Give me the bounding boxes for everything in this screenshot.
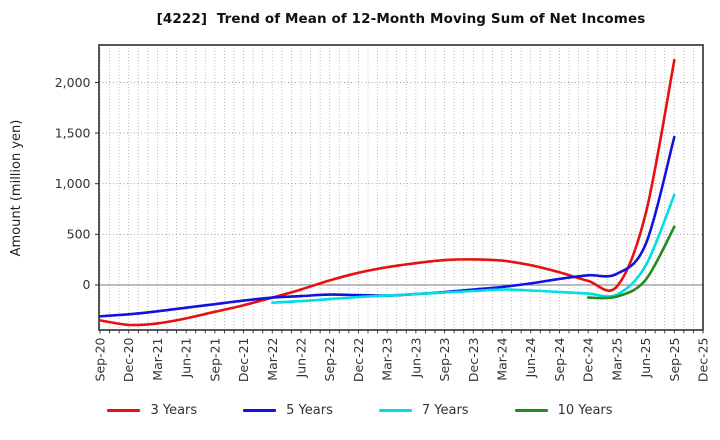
x-tick-label: Sep-24 (552, 337, 567, 381)
legend-item: 3 Years (107, 403, 197, 418)
series-line-5-years (98, 135, 676, 318)
series-line-3-years (98, 58, 676, 327)
x-tick-label: Jun-24 (523, 337, 538, 378)
chart-title: [4222] Trend of Mean of 12-Month Moving … (156, 11, 646, 27)
x-tick-label: Jun-25 (638, 338, 653, 379)
x-tick-label: Mar-23 (380, 338, 395, 381)
x-tick-label: Jun-23 (408, 338, 423, 379)
legend-swatch-icon (378, 409, 412, 412)
y-tick-label: 500 (67, 227, 91, 242)
legend: 3 Years 5 Years 7 Years 10 Years (0, 403, 720, 418)
x-tick-label: Dec-25 (696, 338, 711, 383)
legend-item: 5 Years (243, 403, 333, 418)
legend-item: 7 Years (378, 403, 469, 418)
x-tick-label: Sep-25 (667, 338, 682, 382)
x-tick-label: Mar-24 (495, 337, 510, 380)
legend-label: 5 Years (286, 403, 333, 418)
x-tick-label: Mar-22 (265, 338, 280, 381)
x-tick-label: Sep-20 (93, 337, 108, 381)
x-tick-label: Sep-21 (207, 338, 222, 382)
y-tick-label: 0 (83, 277, 91, 292)
x-tick-label: Mar-21 (150, 338, 165, 381)
series-line-10-years (586, 225, 676, 300)
legend-swatch-icon (514, 409, 548, 412)
legend-swatch-icon (107, 409, 141, 412)
x-tick-label: Dec-23 (466, 338, 481, 383)
x-tick-label: Sep-22 (322, 338, 337, 382)
legend-label: 10 Years (557, 403, 613, 418)
x-tick-label: Dec-21 (236, 338, 251, 383)
legend-label: 3 Years (150, 403, 198, 418)
y-tick-label: 1,500 (55, 125, 91, 140)
legend-item: 10 Years (514, 403, 613, 418)
x-tick-label: Dec-22 (351, 338, 366, 383)
series-line-7-years (271, 193, 676, 304)
x-tick-label: Jun-21 (179, 338, 194, 379)
x-tick-label: Mar-25 (609, 338, 624, 381)
legend-label: 7 Years (421, 403, 469, 418)
x-tick-label: Jun-22 (294, 338, 309, 379)
x-tick-label: Dec-24 (581, 337, 596, 382)
x-tick-label: Dec-20 (121, 337, 136, 382)
y-tick-label: 1,000 (55, 176, 91, 191)
x-tick-label: Sep-23 (437, 338, 452, 382)
legend-swatch-icon (243, 409, 277, 412)
y-tick-label: 2,000 (55, 75, 91, 90)
plot-border (98, 44, 704, 331)
